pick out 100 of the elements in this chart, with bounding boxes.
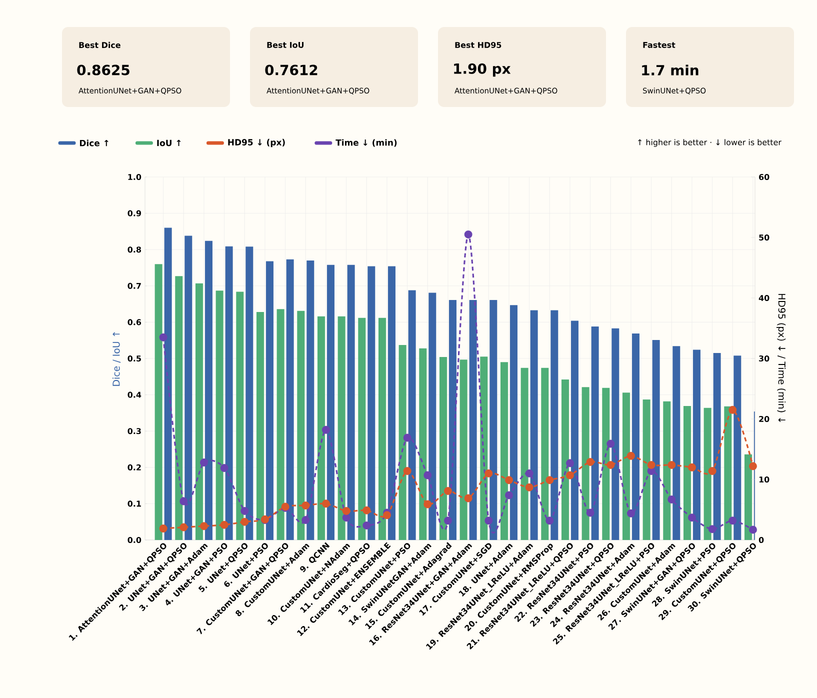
- text: 1.7 min: [642, 64, 698, 76]
- bar: [642, 400, 650, 540]
- point: [382, 511, 391, 520]
- bar: [561, 380, 569, 540]
- bar: [326, 264, 334, 540]
- bar: [378, 318, 386, 540]
- point: [748, 526, 757, 534]
- point: [546, 516, 554, 525]
- point: [342, 514, 350, 522]
- bar: [582, 387, 590, 540]
- bar: [612, 328, 620, 540]
- legend-label: IoU ↑: [157, 140, 181, 146]
- bar: [530, 310, 538, 540]
- point: [606, 460, 615, 469]
- point: [362, 506, 371, 514]
- point: [200, 522, 208, 530]
- point: [708, 467, 716, 476]
- point: [362, 521, 371, 530]
- bar: [602, 388, 610, 540]
- point: [403, 434, 412, 442]
- point: [566, 459, 574, 468]
- bar: [398, 345, 406, 540]
- bar: [663, 401, 671, 540]
- point: [240, 506, 249, 515]
- bar: [652, 340, 660, 540]
- point: [424, 500, 432, 508]
- bar: [520, 368, 528, 540]
- bar: [632, 333, 640, 540]
- bar: [216, 290, 224, 540]
- point: [464, 494, 472, 502]
- bar: [713, 353, 721, 540]
- bar: [490, 300, 498, 540]
- point: [647, 460, 656, 469]
- bar: [388, 266, 396, 540]
- point: [504, 476, 513, 484]
- point: [159, 333, 168, 342]
- point: [525, 469, 534, 478]
- legend-label: HD95 ↓ (px): [228, 138, 285, 148]
- bar: [550, 310, 558, 540]
- point: [444, 516, 452, 525]
- bar: [317, 316, 325, 540]
- bar: [204, 240, 212, 540]
- point: [484, 469, 493, 478]
- point: [708, 525, 716, 534]
- bar: [428, 292, 436, 540]
- point: [484, 516, 493, 525]
- bar: [448, 300, 456, 540]
- bar: [704, 408, 712, 540]
- bar: [347, 264, 355, 540]
- bar: [734, 356, 742, 540]
- text: 0.8625: [77, 64, 130, 76]
- point: [159, 524, 168, 532]
- point: [546, 476, 554, 484]
- y-axis-title: Dice / IoU ↑: [112, 332, 121, 386]
- point: [688, 514, 696, 522]
- bar: [338, 316, 346, 540]
- bar: [622, 392, 630, 540]
- bar: [175, 276, 183, 540]
- legend-label: Dice ↑: [80, 140, 108, 146]
- bar: [225, 246, 233, 540]
- point: [626, 452, 635, 460]
- point: [403, 467, 412, 476]
- bar: [744, 454, 752, 540]
- bar: [184, 236, 192, 540]
- bar: [692, 350, 700, 540]
- point: [525, 483, 534, 492]
- bar: [236, 292, 244, 540]
- point: [748, 462, 757, 470]
- bar: [246, 246, 254, 540]
- text: 1.90 px: [454, 63, 511, 77]
- text: 0.7612: [265, 64, 318, 76]
- point: [220, 464, 228, 472]
- point: [302, 502, 310, 510]
- point: [180, 523, 188, 532]
- bar: [683, 406, 691, 540]
- point: [464, 230, 472, 238]
- point: [342, 506, 350, 515]
- point: [728, 516, 737, 525]
- bar: [439, 357, 447, 540]
- bar: [256, 312, 264, 540]
- point: [728, 406, 737, 414]
- point: [200, 458, 208, 467]
- bar: [672, 346, 680, 540]
- bar: [276, 309, 284, 540]
- point: [626, 509, 635, 518]
- bar: [164, 228, 172, 540]
- point: [504, 491, 513, 500]
- bar: [500, 362, 508, 540]
- bar: [368, 266, 376, 540]
- bar: [358, 318, 366, 540]
- point: [668, 460, 676, 469]
- legend-label: Time ↓ (min): [336, 139, 397, 147]
- point: [586, 458, 594, 466]
- y2-axis-title: HD95 (px) ↓ / Time (min) ↓: [776, 294, 786, 422]
- point: [566, 471, 574, 480]
- point: [424, 471, 432, 480]
- bar: [195, 283, 203, 540]
- bar: [286, 259, 294, 540]
- bar: [419, 348, 427, 540]
- bar: [469, 300, 477, 540]
